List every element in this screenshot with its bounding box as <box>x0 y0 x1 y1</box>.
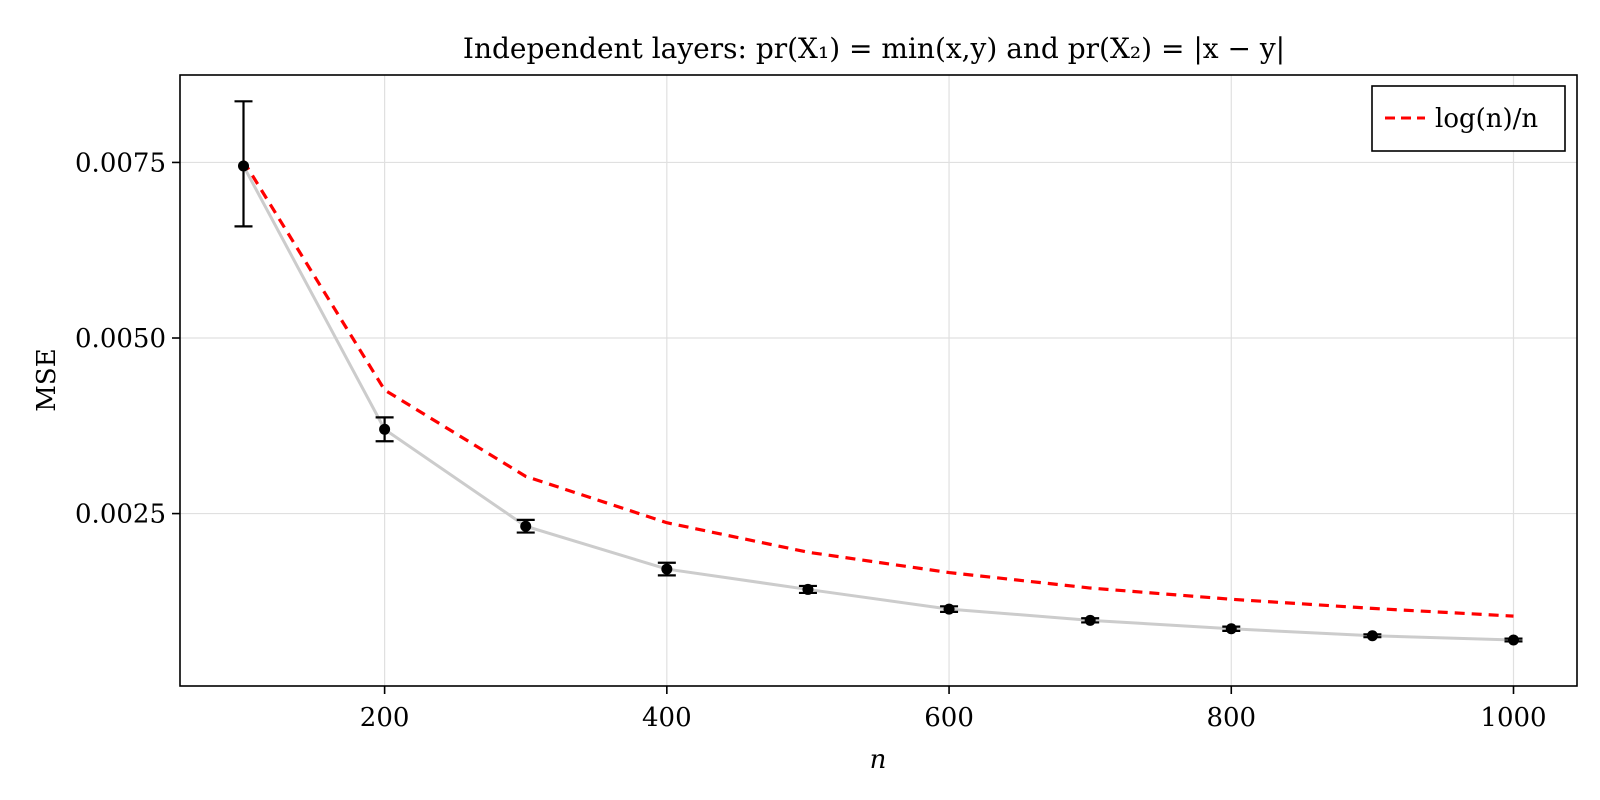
mse-data-point <box>802 583 814 595</box>
x-tick-label: 600 <box>924 703 974 733</box>
axis-ticks: 200 400 600 800 1000 0.0025 0.0050 0.0075 <box>75 148 1547 733</box>
mse-data-point <box>943 603 955 615</box>
mse-data-point <box>1225 623 1237 635</box>
mse-data-point <box>1084 614 1096 626</box>
mse-data-point <box>238 160 249 172</box>
x-tick-label: 800 <box>1206 703 1256 733</box>
mse-data-point <box>1366 630 1378 642</box>
x-axis-label: n <box>870 745 887 775</box>
y-tick-label: 0.0025 <box>75 500 166 530</box>
legend-label-log-n-over-n: log(n)/n <box>1435 104 1538 134</box>
mse-data-point <box>661 563 673 575</box>
mse-data-point <box>379 423 391 435</box>
y-tick-label: 0.0050 <box>75 324 166 354</box>
legend: log(n)/n <box>1371 85 1566 152</box>
y-tick-label: 0.0075 <box>75 148 166 178</box>
mse-data-point <box>520 520 532 532</box>
mse-data-point <box>1508 634 1519 646</box>
chart-title: Independent layers: pr(X₁) = min(x,y) an… <box>463 32 1285 65</box>
plot-frame <box>179 74 1578 687</box>
x-tick-label: 400 <box>642 703 692 733</box>
y-axis-label: MSE <box>32 348 62 411</box>
mse-series-line <box>242 165 1514 642</box>
x-tick-label: 200 <box>360 703 410 733</box>
series-layer <box>234 100 1523 646</box>
grid-lines <box>180 75 1577 686</box>
x-tick-label: 1000 <box>1480 703 1546 733</box>
